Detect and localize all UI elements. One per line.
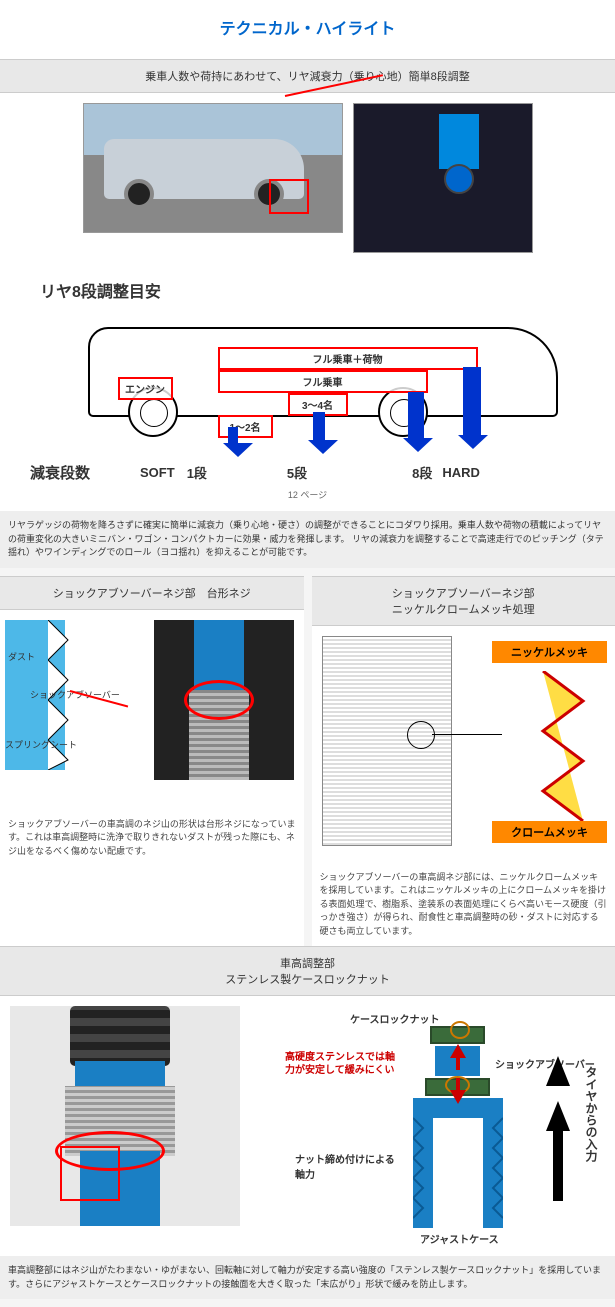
shock-photo (154, 620, 294, 780)
axis-row: 減衰段数 SOFT 1段 5段 8段 HARD (10, 457, 605, 488)
page-number: 12 ページ (10, 488, 605, 501)
detail-circle (407, 721, 435, 749)
label-tire-force: タイヤからの入力 (583, 1066, 600, 1162)
wheel-front (124, 179, 154, 209)
adjustment-diagram: リヤ8段調整目安 エンジン フル乗車＋荷物 フル乗車 3～4名 1～2名 減衰段… (0, 263, 615, 511)
section3-desc: 車高調整部にはネジ山がたわまない・ゆがまない、回転軸に対して軸力が安定する高い強… (0, 1256, 615, 1299)
trapezoid-diagram: ダスト ショックアブソーバー スプリングシート (0, 610, 304, 810)
dial-closeup-photo (353, 103, 533, 253)
label-adjust-case: アジャストケース (420, 1231, 499, 1246)
label-nut-tighten: ナット締め付けによる軸力 (295, 1151, 395, 1181)
highlight-circle (184, 680, 254, 720)
detail-line (432, 734, 502, 735)
section2a-desc: ショックアブソーバーの車高調のネジ山の形状は台形ネジになっています。これは車高調… (0, 810, 304, 867)
section1-desc: リヤラゲッジの荷物を降ろさずに確実に簡単に減衰力（乗り心地・硬さ）の調整ができる… (0, 511, 615, 568)
section-damping: 乗車人数や荷持にあわせて、リヤ減衰力（乗り心地）簡単8段調整 リヤ8段調整目安 … (0, 59, 615, 568)
label-chrome: クロームメッキ (492, 821, 607, 843)
arrow-2 (313, 412, 325, 442)
tire-arrow-stem (553, 1131, 563, 1201)
highlight-box (269, 179, 309, 214)
col-trapezoid-thread: ショックアブソーバーネジ部 台形ネジ ダスト ショックアブソーバー スプリングシ… (0, 576, 304, 947)
label-case-lock: ケースロックナット (350, 1011, 440, 1026)
section2a-header: ショックアブソーバーネジ部 台形ネジ (0, 576, 304, 610)
label-nickel: ニッケルメッキ (492, 641, 607, 663)
label-shock: ショックアブソーバー (30, 688, 120, 701)
photo-row (0, 93, 615, 263)
section3-header: 車高調整部 ステンレス製ケースロックナット (0, 946, 615, 996)
red-highlight-box (60, 1146, 120, 1201)
locknut-photo (10, 1006, 240, 1226)
nut-ellipse-1 (450, 1021, 470, 1039)
page-title: テクニカル・ハイライト (0, 0, 615, 59)
chrome-diagram: ニッケルメッキ クロームメッキ (312, 626, 615, 856)
adjust-case-zigzag (413, 1098, 503, 1228)
section-locknut: 車高調整部 ステンレス製ケースロックナット ケースロックナット (0, 946, 615, 1299)
section2-row: ショックアブソーバーネジ部 台形ネジ ダスト ショックアブソーバー スプリングシ… (0, 576, 615, 947)
label-shock: ショックアブソーバー (495, 1056, 595, 1071)
locknut-body: ケースロックナット ショックアブソーバー 高硬度ステンレスでは軸力が安定して緩み… (0, 996, 615, 1256)
axis-hard: HARD (442, 465, 480, 480)
locknut-diagram: ケースロックナット ショックアブソーバー 高硬度ステンレスでは軸力が安定して緩み… (265, 1006, 605, 1246)
damper-tube (439, 114, 479, 169)
tire-arrow-2 (546, 1056, 570, 1086)
axis-5: 5段 (287, 463, 307, 482)
axis-soft: SOFT (140, 465, 175, 480)
label-12: 1～2名 (218, 415, 273, 438)
tire-arrow-1 (546, 1101, 570, 1131)
diagram-title: リヤ8段調整目安 (10, 273, 605, 307)
label-stainless: 高硬度ステンレスでは軸力が安定して緩みにくい (285, 1051, 395, 1077)
section2b-desc: ショックアブソーバーの車高調ネジ部には、ニッケルクロームメッキを採用しています。… (312, 856, 615, 947)
section2b-header: ショックアブソーバーネジ部 ニッケルクロームメッキ処理 (312, 576, 615, 626)
label-spring-sheet: スプリングシート (5, 738, 77, 751)
label-dust: ダスト (8, 650, 35, 663)
arrow-4 (463, 367, 481, 437)
label-engine: エンジン (118, 377, 173, 400)
chrome-zigzag (538, 671, 593, 821)
section1-header: 乗車人数や荷持にあわせて、リヤ減衰力（乗り心地）簡単8段調整 (0, 59, 615, 93)
spring (70, 1006, 170, 1066)
axis-1: 1段 (187, 463, 207, 482)
label-full: フル乗車 (218, 370, 428, 393)
car-side-photo (83, 103, 343, 233)
axis-label: 減衰段数 (30, 462, 90, 483)
arrow-3 (408, 392, 424, 440)
label-full-cargo: フル乗車＋荷物 (218, 347, 478, 370)
axis-8: 8段 (412, 463, 432, 482)
arrow-1 (228, 427, 238, 445)
force-arrows (448, 1044, 468, 1104)
car-outline: エンジン フル乗車＋荷物 フル乗車 3～4名 1～2名 (28, 307, 588, 457)
adjustment-dial (444, 164, 474, 194)
col-nickel-chrome: ショックアブソーバーネジ部 ニッケルクロームメッキ処理 ニッケルメッキ クローム… (312, 576, 615, 947)
